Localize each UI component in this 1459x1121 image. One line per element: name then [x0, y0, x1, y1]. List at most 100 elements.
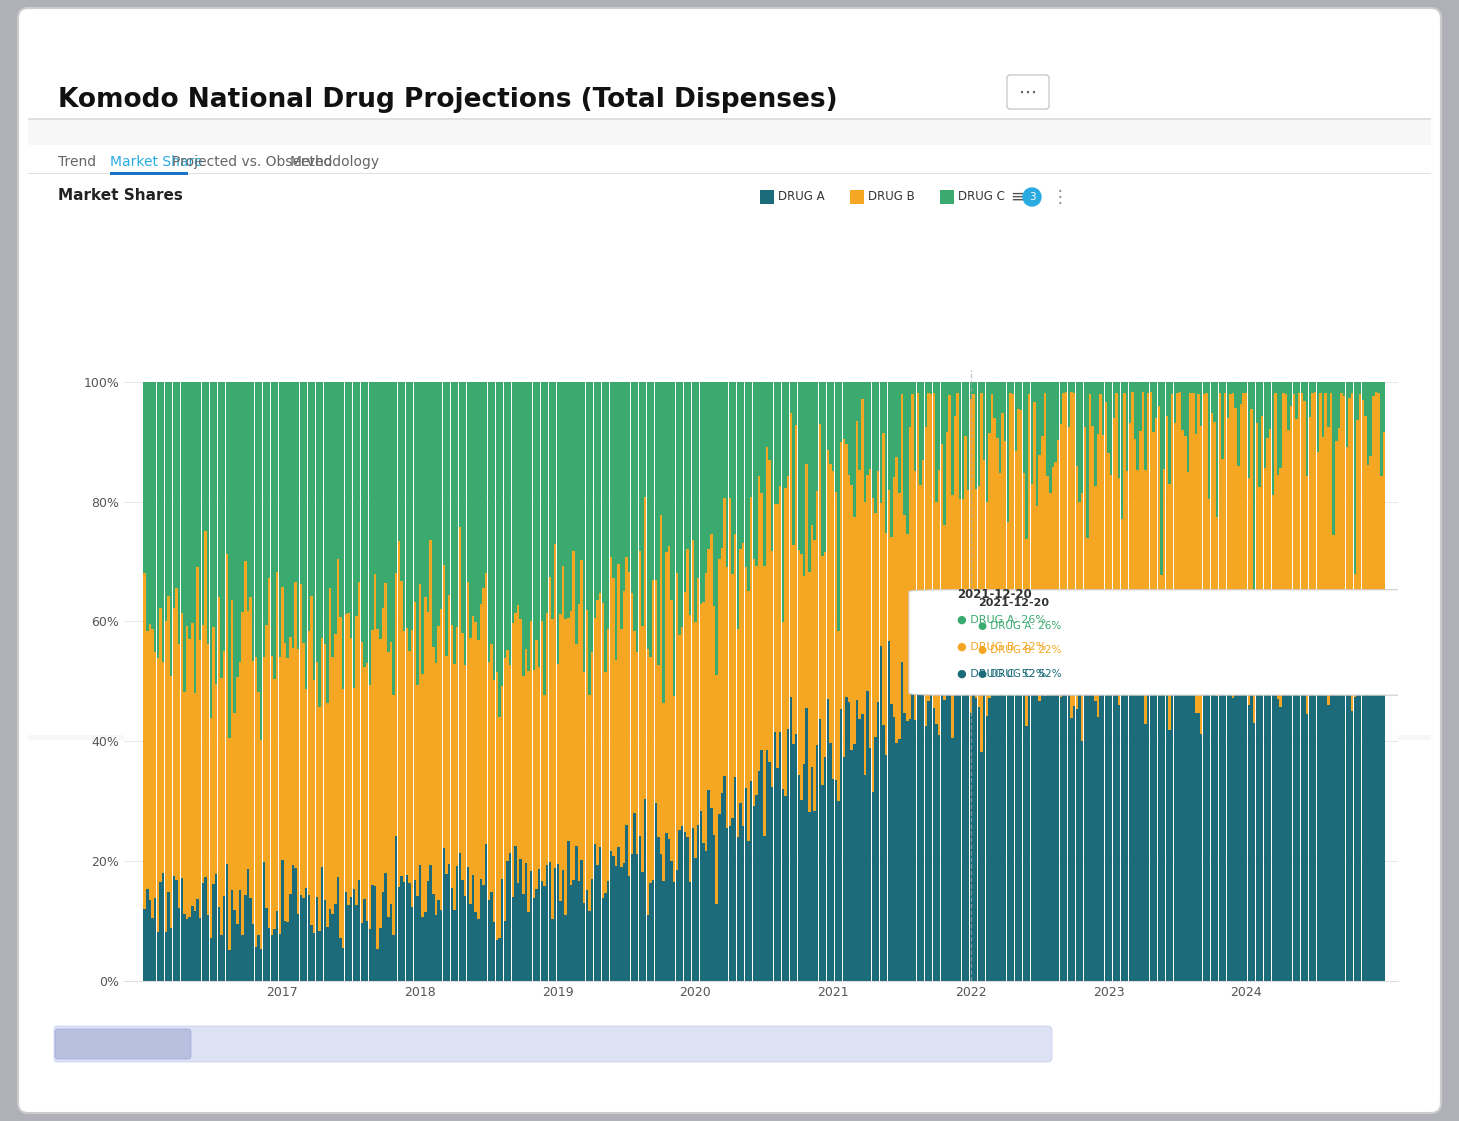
Bar — [837, 631, 840, 800]
Bar — [856, 382, 858, 420]
Bar — [487, 382, 490, 661]
Bar — [769, 762, 770, 981]
Bar — [337, 878, 338, 981]
Bar — [1245, 393, 1247, 624]
Bar — [1113, 675, 1115, 981]
Bar — [607, 382, 610, 629]
Bar — [705, 573, 708, 851]
Bar — [689, 882, 692, 981]
Bar — [503, 382, 506, 658]
Bar — [928, 701, 929, 981]
Bar — [422, 674, 425, 917]
Bar — [978, 382, 980, 485]
Bar — [975, 382, 978, 489]
Bar — [1358, 659, 1361, 981]
Bar — [1361, 658, 1364, 981]
Bar — [312, 934, 315, 981]
Bar — [496, 941, 498, 981]
Bar — [541, 382, 543, 621]
Bar — [827, 382, 829, 450]
Bar — [996, 646, 998, 981]
Bar — [1131, 392, 1134, 688]
Bar — [1325, 382, 1326, 393]
Bar — [204, 877, 207, 981]
Bar — [395, 574, 397, 835]
Bar — [743, 382, 744, 544]
Bar — [392, 935, 395, 981]
Bar — [1198, 382, 1199, 393]
Bar — [694, 622, 697, 858]
Bar — [610, 557, 611, 852]
Bar — [1266, 641, 1269, 981]
Bar — [925, 725, 926, 981]
Bar — [1250, 689, 1253, 981]
Bar — [535, 640, 538, 889]
Bar — [483, 884, 484, 981]
Bar — [1358, 382, 1361, 393]
Bar — [1299, 660, 1300, 981]
Bar — [1316, 382, 1319, 452]
Bar — [470, 382, 471, 638]
Bar — [597, 601, 598, 865]
Bar — [756, 796, 757, 981]
Bar — [1319, 382, 1322, 393]
Bar — [1250, 382, 1253, 409]
Bar — [877, 382, 880, 472]
Bar — [360, 923, 363, 981]
Bar — [988, 698, 991, 981]
Bar — [626, 557, 627, 825]
Bar — [249, 898, 252, 981]
Bar — [967, 684, 969, 981]
Bar — [480, 879, 481, 981]
Bar — [967, 490, 969, 684]
Bar — [827, 450, 829, 700]
Bar — [1195, 435, 1198, 713]
Bar — [204, 531, 207, 877]
Bar — [471, 382, 474, 617]
Bar — [727, 567, 728, 828]
Bar — [916, 393, 919, 691]
Bar — [252, 660, 254, 925]
Bar — [692, 382, 694, 539]
Bar — [175, 587, 178, 880]
Bar — [490, 892, 493, 981]
Bar — [1065, 685, 1068, 981]
Bar — [900, 382, 903, 393]
Bar — [718, 815, 721, 981]
Bar — [598, 382, 601, 593]
Bar — [928, 382, 929, 392]
Bar — [201, 382, 204, 624]
Bar — [496, 382, 498, 671]
Bar — [1263, 382, 1266, 469]
Bar — [1182, 382, 1183, 429]
Bar — [912, 659, 913, 981]
Bar — [28, 120, 1431, 740]
Bar — [409, 651, 410, 883]
Bar — [1335, 441, 1338, 669]
Bar — [538, 869, 540, 981]
Bar — [883, 382, 884, 433]
Bar — [191, 623, 194, 906]
Bar — [985, 382, 988, 502]
Bar — [912, 393, 913, 659]
Bar — [1123, 382, 1126, 392]
Bar — [1329, 382, 1332, 393]
Bar — [1256, 648, 1258, 981]
Bar — [1290, 688, 1293, 981]
Bar — [835, 382, 837, 492]
Bar — [913, 471, 916, 720]
Bar — [575, 645, 578, 845]
Bar — [601, 898, 604, 981]
Bar — [470, 905, 471, 981]
Bar — [298, 914, 299, 981]
Bar — [185, 382, 188, 626]
Bar — [636, 854, 639, 981]
Bar — [740, 803, 741, 981]
Bar — [1179, 647, 1182, 981]
Bar — [572, 880, 575, 981]
Bar — [959, 382, 961, 499]
Bar — [1068, 643, 1069, 981]
Bar — [932, 393, 935, 708]
Bar — [1234, 408, 1237, 624]
Bar — [1014, 691, 1017, 981]
